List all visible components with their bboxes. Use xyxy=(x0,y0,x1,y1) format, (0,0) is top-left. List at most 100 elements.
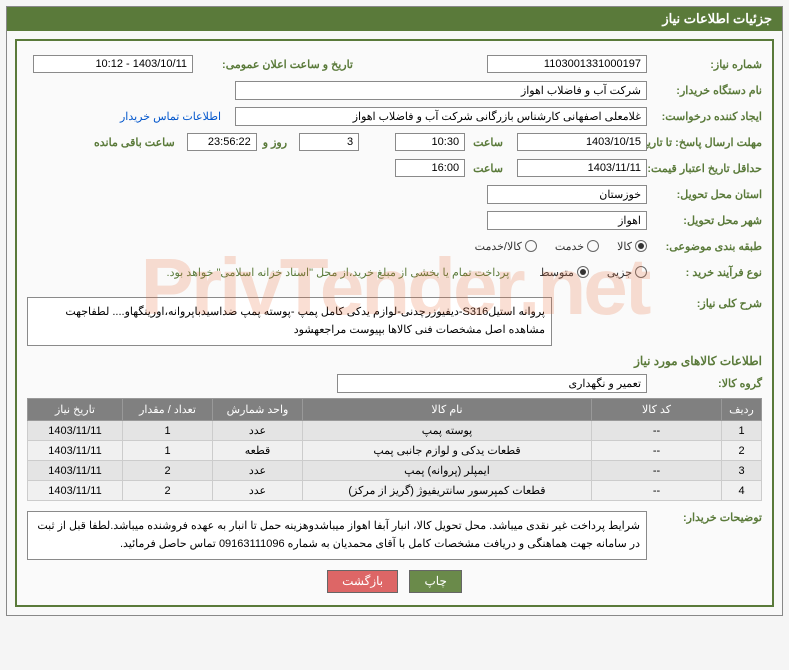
row-general: شرح کلی نیاز: پروانه استیلS316-دیفیوزرچد… xyxy=(27,297,762,346)
field-group: تعمیر و نگهداری xyxy=(337,374,647,393)
row-process: نوع فرآیند خرید : جزیی متوسط پرداخت تمام … xyxy=(27,261,762,283)
table-header-cell: کد کالا xyxy=(592,399,722,421)
general-desc-box: پروانه استیلS316-دیفیوزرچدنی-لوازم یدکی … xyxy=(27,297,552,346)
table-cell: 1 xyxy=(123,441,213,461)
row-city: شهر محل تحویل: اهواز xyxy=(27,209,762,231)
row-requester: ایجاد کننده درخواست: غلامعلی اصفهانی کار… xyxy=(27,105,762,127)
row-subject-cat: طبقه بندی موضوعی: کالا خدمت کالا/خدمت xyxy=(27,235,762,257)
process-option-1[interactable]: متوسط xyxy=(539,266,589,279)
table-cell: عدد xyxy=(213,461,303,481)
field-remaining-time: 23:56:22 xyxy=(187,133,257,151)
process-option-0[interactable]: جزیی xyxy=(607,266,647,279)
row-buyer-org: نام دستگاه خریدار: شرکت آب و فاضلاب اهوا… xyxy=(27,79,762,101)
process-radio-group: جزیی متوسط xyxy=(539,266,647,279)
print-button[interactable]: چاپ xyxy=(409,570,461,593)
field-remaining-days: 3 xyxy=(299,133,359,151)
field-announce-dt: 1403/10/11 - 10:12 xyxy=(33,55,193,73)
buyer-notes-box: شرایط پرداخت غیر نقدی میباشد. محل تحویل … xyxy=(27,511,647,560)
label-general: شرح کلی نیاز: xyxy=(647,297,762,310)
radio-label: متوسط xyxy=(539,266,574,279)
table-cell: -- xyxy=(592,481,722,501)
table-cell: 1 xyxy=(722,421,762,441)
table-cell: 2 xyxy=(123,481,213,501)
panel-title: جزئیات اطلاعات نیاز xyxy=(7,7,782,31)
table-cell: 1403/11/11 xyxy=(28,461,123,481)
label-remaining: ساعت باقی مانده xyxy=(94,136,175,149)
items-section-title: اطلاعات کالاهای مورد نیاز xyxy=(27,354,762,368)
field-deadline-time: 10:30 xyxy=(395,133,465,151)
table-header-cell: نام کالا xyxy=(303,399,592,421)
field-need-no: 1103001331000197 xyxy=(487,55,647,73)
table-header-cell: ردیف xyxy=(722,399,762,421)
table-cell: عدد xyxy=(213,481,303,501)
row-validity: حداقل تاریخ اعتبار قیمت: تا تاریخ: 1403/… xyxy=(27,157,762,179)
radio-label: خدمت xyxy=(555,240,584,253)
label-need-no: شماره نیاز: xyxy=(647,58,762,71)
field-province: خوزستان xyxy=(487,185,647,204)
table-header-cell: تعداد / مقدار xyxy=(123,399,213,421)
table-cell: قطعات کمپرسور سانتریفیوژ (گریز از مرکز) xyxy=(303,481,592,501)
table-cell: 1403/11/11 xyxy=(28,481,123,501)
label-city: شهر محل تحویل: xyxy=(647,214,762,227)
field-buyer-org: شرکت آب و فاضلاب اهواز xyxy=(235,81,647,100)
row-deadline: مهلت ارسال پاسخ: تا تاریخ: 1403/10/15 سا… xyxy=(27,131,762,153)
label-days-and: روز و xyxy=(263,136,287,149)
label-announce-dt: تاریخ و ساعت اعلان عمومی: xyxy=(193,58,353,71)
table-row: 3--ایمپلر (پروانه) پمپعدد21403/11/11 xyxy=(28,461,762,481)
field-deadline-date: 1403/10/15 xyxy=(517,133,647,151)
label-buyer-org: نام دستگاه خریدار: xyxy=(647,84,762,97)
table-header-cell: تاریخ نیاز xyxy=(28,399,123,421)
radio-icon xyxy=(577,266,589,278)
row-group: گروه کالا: تعمیر و نگهداری xyxy=(27,372,762,394)
field-requester: غلامعلی اصفهانی کارشناس بازرگانی شرکت آب… xyxy=(235,107,647,126)
table-row: 2--قطعات یدکی و لوازم جانبی پمپقطعه11403… xyxy=(28,441,762,461)
table-cell: -- xyxy=(592,421,722,441)
label-validity: حداقل تاریخ اعتبار قیمت: تا تاریخ: xyxy=(647,162,762,175)
table-cell: 1 xyxy=(123,421,213,441)
radio-icon xyxy=(587,240,599,252)
label-group: گروه کالا: xyxy=(647,377,762,390)
subject-option-0[interactable]: کالا xyxy=(617,240,647,253)
table-cell: عدد xyxy=(213,421,303,441)
payment-note: پرداخت تمام یا بخشی از مبلغ خرید،از محل … xyxy=(167,266,510,279)
table-cell: قطعه xyxy=(213,441,303,461)
subject-option-2[interactable]: کالا/خدمت xyxy=(475,240,537,253)
label-subject-cat: طبقه بندی موضوعی: xyxy=(647,240,762,253)
label-hour1: ساعت xyxy=(473,136,503,149)
main-panel: جزئیات اطلاعات نیاز PrivTender.net شماره… xyxy=(6,6,783,616)
field-validity-time: 16:00 xyxy=(395,159,465,177)
table-cell: 4 xyxy=(722,481,762,501)
row-buyer-notes: توضیحات خریدار: شرایط پرداخت غیر نقدی می… xyxy=(27,511,762,560)
radio-icon xyxy=(635,266,647,278)
subject-radio-group: کالا خدمت کالا/خدمت xyxy=(475,240,647,253)
field-validity-date: 1403/11/11 xyxy=(517,159,647,177)
radio-label: کالا/خدمت xyxy=(475,240,522,253)
table-cell: 2 xyxy=(123,461,213,481)
radio-icon xyxy=(635,240,647,252)
table-cell: -- xyxy=(592,441,722,461)
table-cell: پوسته پمپ xyxy=(303,421,592,441)
items-table: ردیفکد کالانام کالاواحد شمارشتعداد / مقد… xyxy=(27,398,762,501)
buyer-contact-link[interactable]: اطلاعات تماس خریدار xyxy=(120,110,221,123)
radio-label: کالا xyxy=(617,240,632,253)
table-cell: قطعات یدکی و لوازم جانبی پمپ xyxy=(303,441,592,461)
button-row: چاپ بازگشت xyxy=(27,570,762,593)
radio-label: جزیی xyxy=(607,266,632,279)
subject-option-1[interactable]: خدمت xyxy=(555,240,599,253)
table-cell: -- xyxy=(592,461,722,481)
label-deadline: مهلت ارسال پاسخ: تا تاریخ: xyxy=(647,136,762,149)
back-button[interactable]: بازگشت xyxy=(327,570,398,593)
table-row: 4--قطعات کمپرسور سانتریفیوژ (گریز از مرک… xyxy=(28,481,762,501)
inner-box: PrivTender.net شماره نیاز: 1103001331000… xyxy=(15,39,774,607)
table-cell: 1403/11/11 xyxy=(28,441,123,461)
table-row: 1--پوسته پمپعدد11403/11/11 xyxy=(28,421,762,441)
row-need-no: شماره نیاز: 1103001331000197 تاریخ و ساع… xyxy=(27,53,762,75)
label-buyer-notes: توضیحات خریدار: xyxy=(647,511,762,524)
row-province: استان محل تحویل: خوزستان xyxy=(27,183,762,205)
label-process: نوع فرآیند خرید : xyxy=(647,266,762,279)
label-hour2: ساعت xyxy=(473,162,503,175)
table-cell: 1403/11/11 xyxy=(28,421,123,441)
table-cell: 2 xyxy=(722,441,762,461)
table-header-cell: واحد شمارش xyxy=(213,399,303,421)
field-city: اهواز xyxy=(487,211,647,230)
